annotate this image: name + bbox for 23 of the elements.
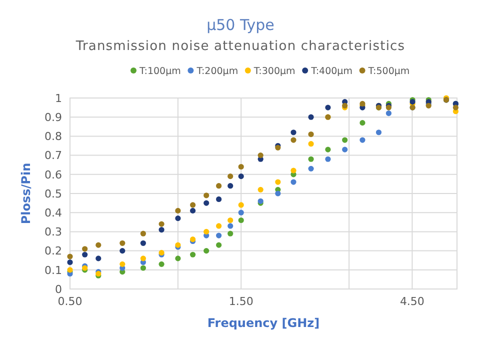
y-tick-label: 0.9 [44, 110, 62, 124]
legend-label: T:200µm [196, 66, 238, 77]
legend-label: T:400µm [310, 66, 353, 77]
x-tick-label: 0.50 [58, 295, 82, 308]
x-axis-title: Frequency [GHz] [207, 316, 320, 330]
y-tick-label: 1 [55, 92, 62, 105]
y-tick-label: 0.7 [44, 149, 62, 162]
chart-subtitle: Transmission noise attenuation characteristics [74, 39, 406, 54]
y-tick-label: 0.4 [44, 206, 62, 220]
y-tick-label: 0.3 [44, 226, 62, 239]
y-tick-label: 0.2 [44, 244, 62, 258]
y-tick-label: 0.6 [44, 168, 62, 182]
legend-label: T:100µm [138, 66, 181, 77]
legend-label: T:300µm [252, 66, 296, 77]
x-tick-label: 1.50 [228, 295, 254, 308]
y-tick-label: 0.5 [44, 187, 62, 200]
y-tick-label: 0.8 [44, 130, 62, 144]
y-tick-label: 0.1 [44, 264, 62, 277]
y-tick-label: 0 [55, 282, 62, 296]
y-axis-title: Ploss/Pin [19, 162, 33, 224]
legend-label: T:500µm [367, 66, 410, 77]
x-tick-label: 4.50 [400, 295, 424, 308]
chart-title: µ50 Type [206, 16, 274, 34]
